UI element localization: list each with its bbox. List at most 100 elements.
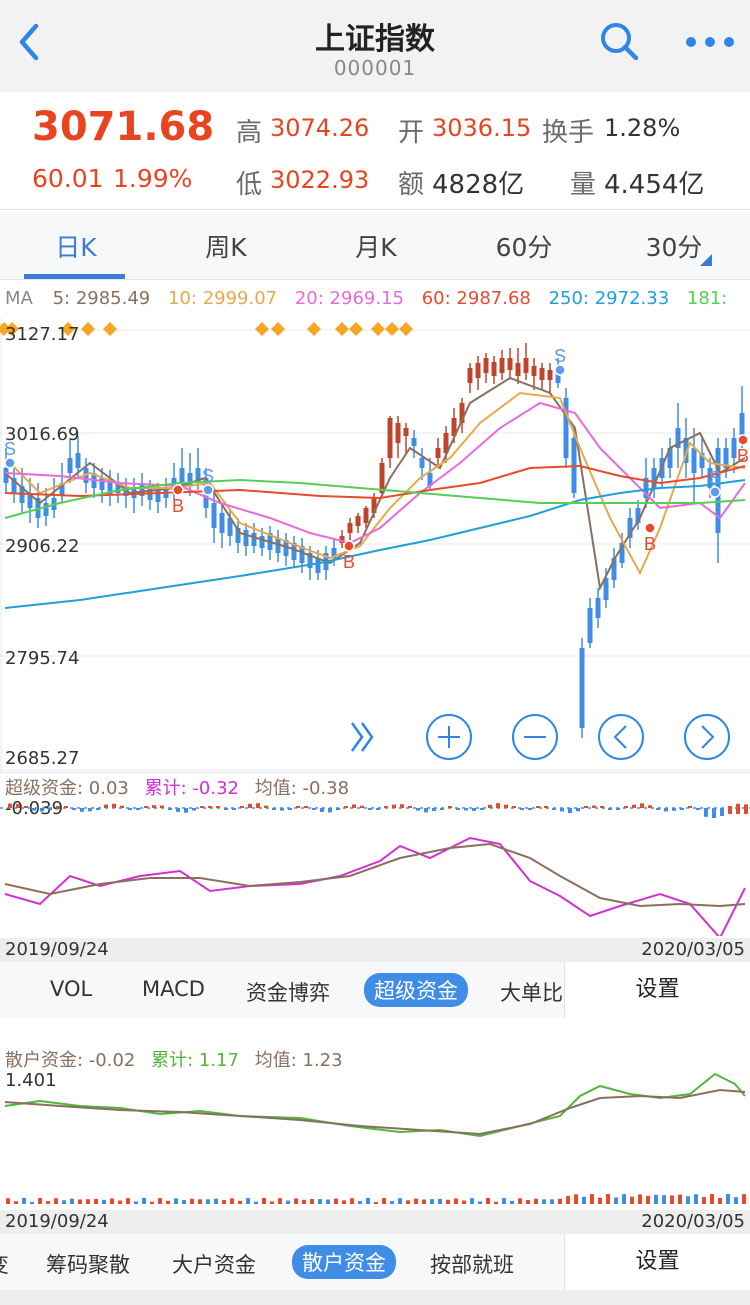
fund-bar — [486, 1198, 490, 1204]
fund-bars — [8, 803, 748, 818]
candle-body — [539, 368, 545, 380]
move-right-button[interactable] — [684, 714, 730, 760]
candle-body — [371, 498, 377, 513]
candle-body — [155, 490, 161, 502]
scroll-forward-button[interactable] — [350, 722, 374, 752]
buy-signal-dot — [737, 434, 749, 446]
ma-label: MA — [5, 288, 33, 309]
tab-big-order[interactable]: 大单比 — [500, 981, 563, 1005]
candle-body — [235, 528, 241, 543]
candle-body — [315, 558, 321, 573]
candle-body — [339, 536, 345, 543]
fund-bar — [78, 1199, 82, 1204]
fund-bar — [662, 1195, 666, 1204]
buy-signal-label: B — [737, 446, 749, 466]
tab-chip[interactable]: 筹码聚散 — [46, 1253, 130, 1277]
fund-bar — [432, 808, 436, 811]
tab-30min[interactable]: 30分 — [645, 233, 703, 262]
y-axis-label: 3016.69 — [5, 424, 80, 445]
fund-bar — [86, 1199, 90, 1204]
candle-body — [467, 368, 473, 383]
fund-bar — [446, 1199, 450, 1204]
dropdown-corner-icon — [700, 254, 712, 266]
super-fund-chart[interactable] — [0, 796, 750, 936]
fund-bar — [720, 808, 724, 817]
tab-60min[interactable]: 60分 — [495, 233, 553, 262]
candle-body — [627, 518, 633, 538]
tab-daily[interactable]: 日K — [55, 233, 97, 262]
candle-body — [691, 448, 697, 473]
candle-body — [307, 553, 313, 568]
fund-bar — [200, 806, 204, 808]
high-label: 高 — [236, 118, 263, 148]
settings-button[interactable]: 设置 — [564, 962, 750, 1018]
indicator-tabs: 变 筹码聚散 大户资金 散户资金 按部就班 设置 — [0, 1234, 750, 1290]
low-label: 低 — [236, 170, 263, 200]
fund-bar — [14, 1201, 18, 1204]
candle-body — [635, 508, 641, 523]
tab-macd[interactable]: MACD — [142, 977, 205, 1001]
candle-body — [611, 558, 617, 580]
fund-bar — [736, 803, 740, 814]
candle-body — [403, 428, 409, 436]
fund-bar — [224, 808, 228, 810]
settings-button[interactable]: 设置 — [564, 1234, 750, 1290]
fund-bar — [390, 1201, 394, 1204]
tab-indicator — [24, 274, 125, 279]
zoom-in-button[interactable] — [426, 714, 472, 760]
more-icon[interactable] — [684, 30, 736, 54]
fund-bar — [360, 805, 364, 808]
candle-body — [483, 358, 489, 373]
fund-bar — [342, 1200, 346, 1204]
fund-bar — [118, 1200, 122, 1204]
fund-bar — [608, 808, 612, 810]
back-arrow-icon[interactable] — [14, 22, 44, 62]
tab-super-fund[interactable]: 超级资金 — [364, 973, 468, 1007]
fund-bar — [544, 805, 548, 808]
candle-body — [299, 546, 305, 563]
candle-body — [363, 508, 369, 523]
fund-bar — [232, 808, 236, 810]
fund-bar — [24, 806, 28, 808]
buy-signal-label: B — [343, 552, 355, 572]
event-diamond — [271, 322, 285, 336]
tab-monthly[interactable]: 月K — [355, 233, 397, 262]
tab-change[interactable]: 变 — [0, 1249, 9, 1279]
fund-bar — [294, 1198, 298, 1204]
candle-body — [211, 503, 217, 528]
fund-bar — [384, 806, 388, 808]
fund-bar — [302, 1199, 306, 1204]
zoom-out-button[interactable] — [512, 714, 558, 760]
fund-bar — [504, 804, 508, 808]
ma5-value: 5: 2985.49 — [52, 288, 151, 309]
candle-body — [43, 503, 49, 516]
fund-bar — [280, 808, 284, 811]
candle-body — [603, 578, 609, 600]
fund-bar — [174, 1198, 178, 1204]
fund-bar — [526, 1200, 530, 1204]
fund-bar — [414, 1198, 418, 1204]
candle-body — [187, 473, 193, 486]
grid — [0, 318, 750, 772]
tab-retail-fund[interactable]: 散户资金 — [292, 1245, 396, 1279]
sub2-axis-value: 1.401 — [5, 1070, 57, 1091]
candle-body — [115, 483, 121, 493]
tab-big-holder[interactable]: 大户资金 — [172, 1253, 256, 1277]
move-left-button[interactable] — [598, 714, 644, 760]
ma181-line — [4, 478, 746, 519]
tab-vol[interactable]: VOL — [50, 977, 93, 1001]
sell-signal-label: S — [554, 346, 566, 366]
tab-step[interactable]: 按部就班 — [430, 1253, 514, 1277]
fund-bar — [62, 1200, 66, 1204]
open-value: 3036.15 — [432, 114, 532, 142]
tab-fund-game[interactable]: 资金博弈 — [246, 981, 330, 1005]
search-icon[interactable] — [598, 20, 640, 62]
ma20-value: 20: 2969.15 — [294, 288, 404, 309]
date-end: 2020/03/05 — [641, 939, 745, 960]
candle-body — [259, 536, 265, 548]
tab-weekly[interactable]: 周K — [205, 233, 247, 262]
sell-signal-label: S — [709, 468, 721, 488]
retail-fund-chart[interactable] — [0, 1066, 750, 1212]
fund-bar — [32, 808, 36, 811]
